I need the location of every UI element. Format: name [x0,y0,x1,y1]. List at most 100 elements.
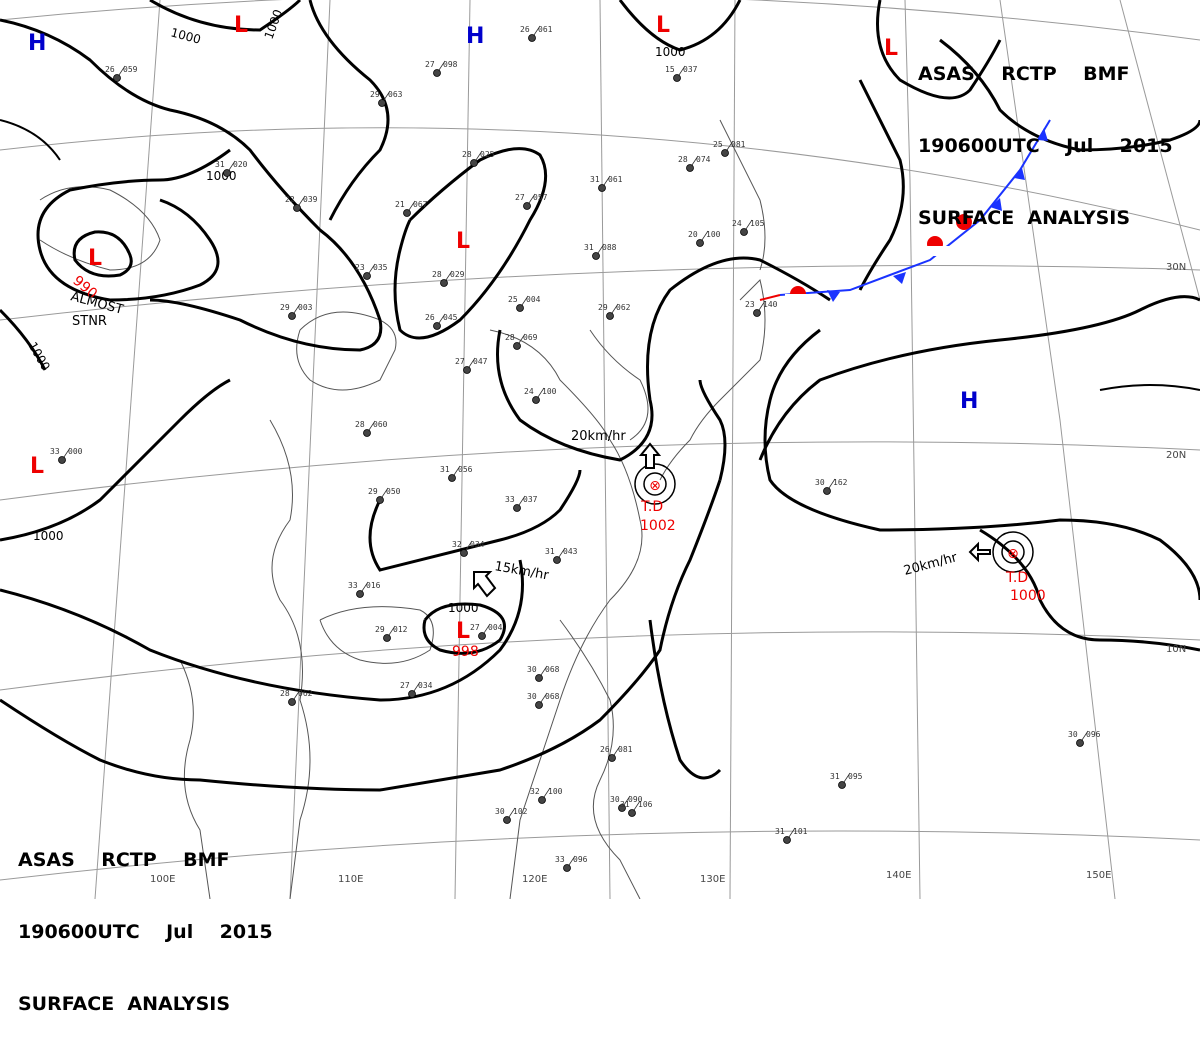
station-circle [618,804,626,812]
station-plot: 29 012 [375,625,408,642]
lon-label: 140E [886,870,911,881]
station-circle [1076,739,1084,747]
station-temp: 20 [688,230,698,239]
station-circle [721,149,729,157]
station-plot: 15 037 [665,65,698,82]
station-temp: 28 [355,420,365,429]
station-circle [598,184,606,192]
station-circle [223,169,231,177]
station-circle [460,549,468,557]
lat-label: 10N [1166,644,1186,655]
lon-label: 100E [150,874,175,885]
station-plot: 31 095 [830,772,863,789]
station-temp: 28 [462,150,472,159]
station-pressure: 045 [443,313,458,322]
station-pressure: 081 [618,745,633,754]
station-plot: 28 025 [462,150,495,167]
station-pressure: 034 [470,540,485,549]
td-label-west: T.D [640,499,663,515]
station-plot: 31 056 [440,465,473,482]
station-pressure: 037 [523,495,538,504]
low-symbol: L [456,619,470,644]
station-circle [463,366,471,374]
station-pressure: 062 [298,689,313,698]
station-temp: 21 [395,200,405,209]
header-line3: SURFACE ANALYSIS [918,207,1131,229]
low-symbol: L [88,246,102,271]
station-pressure: 039 [303,195,318,204]
station-plot: 28 074 [678,155,711,172]
station-temp: 23 [745,300,755,309]
station-pressure: 003 [298,303,313,312]
isobar-label: 1000 [206,169,237,183]
station-plot: 29 062 [598,303,631,320]
lon-label: 130E [700,874,725,885]
lat-label: 30N [1166,262,1186,273]
header-top-right: ASAS RCTP BMF 190600UTC Jul 2015 SURFACE… [918,14,1173,254]
station-circle [378,99,386,107]
high-symbol: H [960,389,978,414]
station-pressure: 069 [523,333,538,342]
header-line2: 190600UTC Jul 2015 [18,921,273,943]
station-circle [535,701,543,709]
station-temp: 31 [775,827,785,836]
station-plot: 30 096 [1068,730,1101,747]
station-circle [823,487,831,495]
station-pressure: 004 [526,295,541,304]
motion-arrows [473,442,991,598]
station-temp: 27 [400,681,410,690]
station-plot: 27 057 [515,193,548,210]
station-circle [838,781,846,789]
station-plot: 30 068 [527,665,560,682]
station-circle [513,342,521,350]
station-circle [293,204,301,212]
station-temp: 24 [732,219,742,228]
station-circle [563,864,571,872]
station-temp: 32 [530,787,540,796]
header-line2: 190600UTC Jul 2015 [918,135,1173,157]
svg-text:⊗: ⊗ [1007,546,1019,562]
station-circle [513,504,521,512]
stnr-label: STNR [72,314,107,329]
station-temp: 33 [505,495,515,504]
station-circle [113,74,121,82]
header-line3: SURFACE ANALYSIS [18,993,231,1015]
station-plots: 26 059 27 098 26 061 29 063 15 037 28 074 28 025 31 061… [50,25,1101,872]
station-temp: 27 [515,193,525,202]
station-temp: 28 [432,270,442,279]
station-plot: 21 067 [395,200,428,217]
station-pressure: 106 [638,800,653,809]
station-plot: 22 039 [285,195,318,212]
station-pressure: 016 [366,581,381,590]
lat-label: 20N [1166,450,1186,461]
station-plot: 29 050 [368,487,401,504]
station-pressure: 081 [731,140,746,149]
station-plot: 20 100 [688,230,721,247]
station-circle [288,312,296,320]
station-pressure: 100 [548,787,563,796]
station-circle [783,836,791,844]
station-temp: 27 [470,623,480,632]
station-pressure: 000 [68,447,83,456]
station-temp: 31 [545,547,555,556]
station-temp: 24 [524,387,534,396]
meridians [94,0,1200,899]
td-label-east: T.D [1005,570,1028,586]
station-pressure: 035 [373,263,388,272]
station-pressure: 068 [545,665,560,674]
station-pressure: 047 [473,357,488,366]
station-circle [538,796,546,804]
station-pressure: 057 [533,193,548,202]
front [759,119,1051,304]
station-plot: 31 101 [775,827,808,844]
isobar-label: 1000 [33,529,64,543]
station-circle [363,429,371,437]
station-circle [528,34,536,42]
station-temp: 31 [620,800,630,809]
station-temp: 29 [370,90,380,99]
station-temp: 28 [505,333,515,342]
station-plot: 32 100 [530,787,563,804]
high-symbol: H [28,31,46,56]
station-pressure: 025 [480,150,495,159]
station-circle [408,690,416,698]
